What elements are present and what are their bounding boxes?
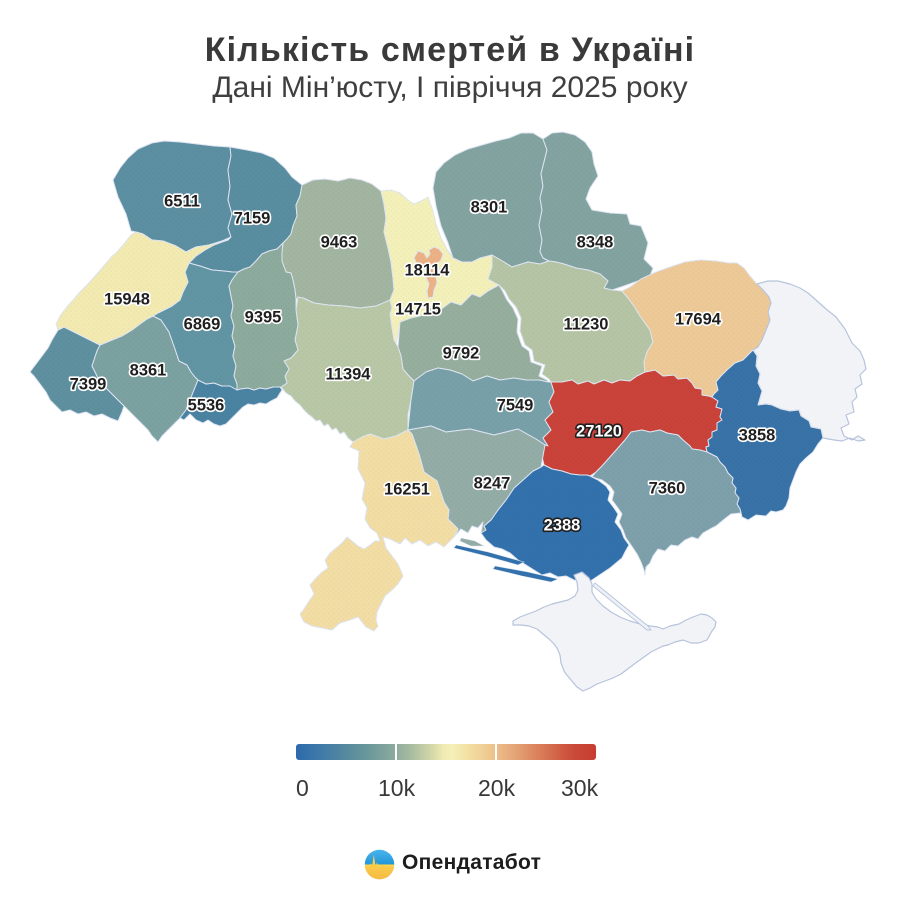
svg-text:17694: 17694 xyxy=(675,310,722,328)
svg-text:7399: 7399 xyxy=(70,375,107,393)
svg-text:8247: 8247 xyxy=(474,474,511,492)
svg-text:7360: 7360 xyxy=(649,479,686,497)
svg-text:16251: 16251 xyxy=(384,480,430,498)
svg-text:11230: 11230 xyxy=(564,315,609,333)
svg-text:7159: 7159 xyxy=(234,209,271,227)
svg-text:9792: 9792 xyxy=(443,344,480,362)
svg-text:6869: 6869 xyxy=(184,315,221,333)
svg-text:8361: 8361 xyxy=(130,361,167,379)
svg-text:9395: 9395 xyxy=(245,308,282,326)
svg-text:2388: 2388 xyxy=(544,516,581,534)
svg-text:5536: 5536 xyxy=(188,396,225,414)
svg-text:18114: 18114 xyxy=(405,261,451,279)
svg-text:11394: 11394 xyxy=(326,365,372,383)
svg-text:14715: 14715 xyxy=(395,300,441,318)
svg-text:15948: 15948 xyxy=(104,290,150,308)
svg-text:9463: 9463 xyxy=(321,233,358,251)
svg-text:8301: 8301 xyxy=(471,198,508,216)
svg-text:6511: 6511 xyxy=(164,192,200,210)
svg-text:27120: 27120 xyxy=(576,422,622,440)
svg-text:7549: 7549 xyxy=(497,396,534,414)
svg-text:8348: 8348 xyxy=(577,233,614,251)
svg-text:3858: 3858 xyxy=(739,426,776,444)
